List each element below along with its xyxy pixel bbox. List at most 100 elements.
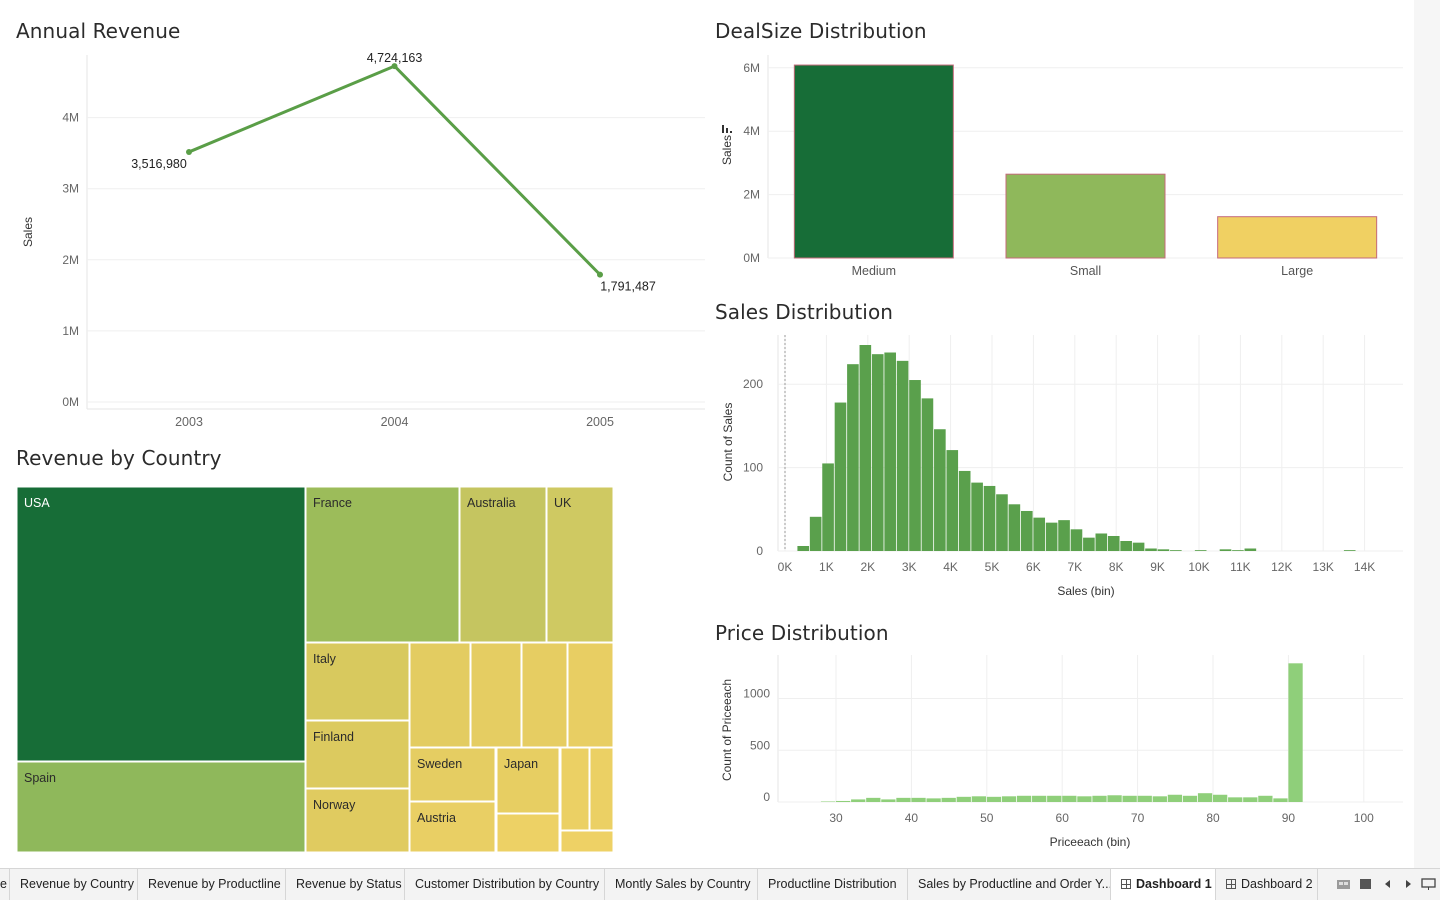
treemap-label: USA (24, 496, 50, 510)
histogram-bar (1070, 529, 1083, 551)
tab-montly-sales-by-country[interactable]: Montly Sales by Country (605, 869, 758, 900)
tab-dashboard-2[interactable]: Dashboard 2 (1216, 869, 1318, 900)
y-axis-label: Sales (21, 217, 35, 247)
x-tick-label: Small (1070, 264, 1101, 278)
x-tick-label: 50 (980, 811, 994, 825)
y-tick-label: 4M (743, 124, 760, 138)
bar (1005, 173, 1166, 259)
y-tick-label: 1M (62, 324, 79, 338)
histogram-bar (1107, 795, 1122, 802)
histogram-bar (1092, 795, 1107, 802)
histogram-bar (1157, 549, 1170, 551)
histogram-bar (1047, 795, 1062, 802)
tab-revenue-by-productline[interactable]: Revenue by Productline (138, 869, 286, 900)
x-tick-label: 60 (1056, 811, 1070, 825)
x-tick-label: 0K (778, 560, 793, 574)
histogram-bar (1107, 535, 1120, 551)
histogram-bar (834, 402, 847, 551)
y-axis-label: Sales (720, 135, 734, 165)
histogram-bar (851, 799, 866, 802)
data-label: 1,791,487 (600, 280, 656, 294)
histogram-bar (958, 470, 971, 551)
treemap-cell (496, 813, 560, 853)
histogram-bar (1167, 794, 1183, 802)
histogram-bar (1045, 522, 1058, 551)
x-tick-label: 40 (905, 811, 919, 825)
vertical-scroll-strip[interactable] (1414, 0, 1440, 868)
treemap-cell (496, 747, 560, 814)
dashboard-icon (1226, 879, 1236, 889)
treemap-label: France (313, 496, 352, 510)
prev-sheet-icon[interactable] (1380, 877, 1396, 891)
treemap-cell (546, 486, 614, 643)
histogram-bar (881, 799, 896, 802)
histogram-bar (941, 797, 956, 802)
next-sheet-icon[interactable] (1400, 877, 1416, 891)
treemap-cell (470, 642, 522, 748)
dealsize-title: DealSize Distribution (715, 19, 927, 43)
histogram-bar (971, 796, 986, 802)
histogram-bar (1213, 794, 1228, 802)
histogram-bar (866, 797, 881, 802)
histogram-bar (896, 797, 911, 802)
treemap-cell (567, 642, 614, 748)
x-tick-label: 100 (1354, 811, 1374, 825)
histogram-bar (1016, 795, 1032, 802)
data-point (597, 271, 603, 278)
histogram-bar (820, 801, 836, 802)
histogram-bar (1219, 549, 1232, 551)
x-tick-label: 3K (902, 560, 917, 574)
presentation-icon[interactable] (1421, 877, 1437, 891)
x-tick-label: 12K (1271, 560, 1292, 574)
histogram-bar (996, 494, 1008, 551)
dealsize-chart: 0M 2M 4M 6M Sales Medium Small Large (720, 55, 1403, 278)
histogram-bar (847, 364, 859, 551)
tab-revenue-by-status[interactable]: Revenue by Status (286, 869, 405, 900)
x-axis-label: Priceeach (bin) (1050, 835, 1131, 849)
histogram-bar (1032, 795, 1047, 802)
tab-dashboard-1[interactable]: Dashboard 1 (1111, 869, 1216, 900)
data-label: 3,516,980 (131, 157, 187, 171)
x-tick-label: Large (1281, 264, 1313, 278)
treemap-cell (521, 642, 568, 748)
tab-customer-distribution-by-country[interactable]: Customer Distribution by Country (405, 869, 605, 900)
treemap-cell (560, 747, 590, 831)
histogram-bar (971, 482, 983, 551)
dashboard-icon (1121, 879, 1131, 889)
price-dist-panel: Price Distribution 0 500 1000 30 40 50 60 70 80 9… (705, 610, 1415, 865)
histogram-bar (1194, 550, 1207, 551)
histogram-bar (1033, 517, 1046, 551)
x-tick-label: 9K (1150, 560, 1165, 574)
sheet-tab-bar: e Revenue by Country Revenue by Productl… (0, 868, 1440, 900)
histogram-bar (1058, 520, 1070, 551)
histogram-bar (1062, 795, 1077, 802)
annual-revenue-panel: Annual Revenue 0M 1M 2M 3M 4M Sales 3,516,980 2… (0, 0, 705, 440)
tab-productline-distribution[interactable]: Productline Distribution (758, 869, 908, 900)
revenue-country-panel: Revenue by Country USA France Australia UK S… (0, 440, 705, 865)
y-tick-label: 2M (62, 253, 79, 267)
show-sheet-icon[interactable] (1358, 877, 1374, 891)
histogram-bar (1343, 550, 1356, 551)
histogram-bar (926, 798, 941, 802)
x-tick-label: 5K (985, 560, 1000, 574)
filmstrip-icon[interactable] (1336, 877, 1352, 891)
histogram-bar (1095, 533, 1108, 551)
histogram-bar (1120, 540, 1132, 551)
price-dist-title: Price Distribution (715, 621, 889, 645)
x-tick-label: 8K (1109, 560, 1124, 574)
tab-sales-by-productline-and-order-year[interactable]: Sales by Productline and Order Y... (908, 869, 1111, 900)
histogram-bar (1182, 795, 1198, 802)
treemap-cell (409, 747, 496, 802)
x-tick-label: 2005 (586, 415, 614, 429)
tab-partial[interactable]: e (0, 869, 10, 900)
treemap-label: UK (554, 496, 572, 510)
annual-revenue-title: Annual Revenue (16, 19, 181, 43)
x-tick-label: 30 (829, 811, 843, 825)
tab-revenue-by-country[interactable]: Revenue by Country (10, 869, 138, 900)
histogram-bar (1244, 548, 1257, 551)
treemap-cell (589, 747, 614, 831)
x-tick-label: Medium (852, 264, 896, 278)
x-tick-label: 4K (943, 560, 958, 574)
annual-revenue-chart: 0M 1M 2M 3M 4M Sales 3,516,980 2003 4,724,163 200… (21, 51, 705, 429)
histogram-bar (1020, 510, 1033, 551)
